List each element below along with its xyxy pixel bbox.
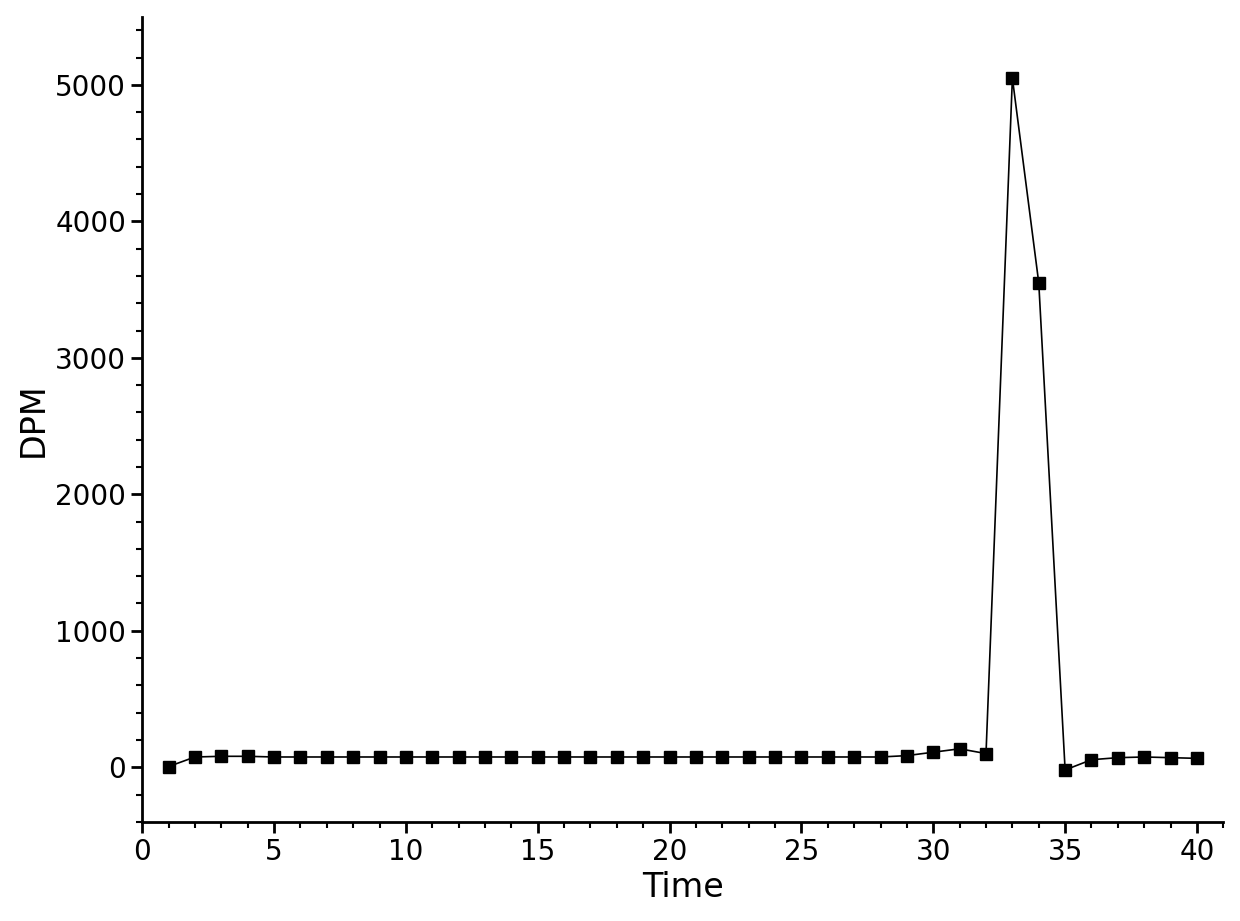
- Y-axis label: DPM: DPM: [16, 382, 50, 457]
- X-axis label: Time: Time: [642, 871, 724, 904]
